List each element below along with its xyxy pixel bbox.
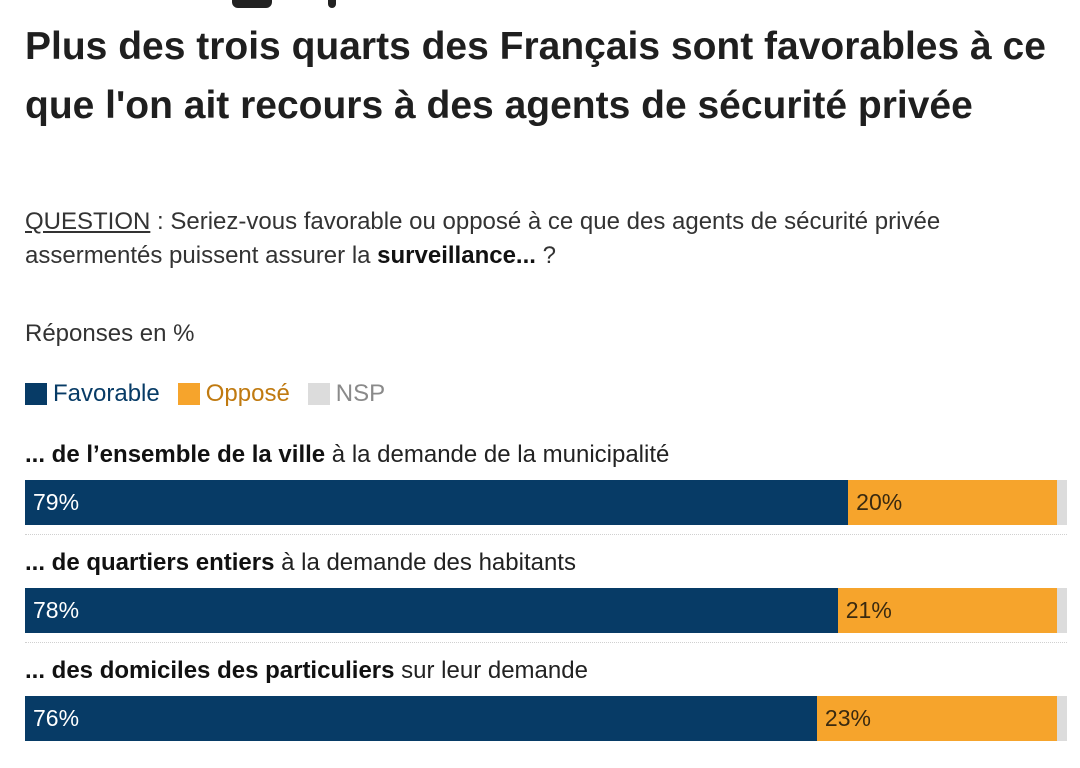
legend-swatch (25, 383, 47, 405)
bar-segment-oppose: 21% (837, 588, 1057, 633)
data-label: 20% (856, 489, 903, 515)
legend-item-favorable: Favorable (25, 380, 160, 408)
bar-row: 76% 23% (25, 696, 1067, 741)
unit-label: Réponses en % (25, 320, 195, 347)
bar-segment-favorable: 79% (25, 480, 849, 525)
data-label: 21% (845, 597, 892, 623)
legend-label: NSP (335, 380, 386, 407)
data-label: 76% (33, 705, 80, 731)
data-label: 23% (824, 705, 871, 731)
row-separator (25, 642, 1067, 643)
bar-row: 78% 21% (25, 588, 1067, 633)
category-label-bold: ... des domiciles des particuliers (25, 657, 395, 684)
bar-segment-favorable: 76% (25, 696, 817, 741)
row-separator (25, 534, 1067, 535)
cropped-header-fragment (0, 0, 1080, 12)
question-emphasis: surveillance... (377, 242, 536, 269)
bar-segment-nsp (1056, 696, 1067, 741)
category-label-bold: ... de l’ensemble de la ville (25, 441, 326, 468)
bar-segment-nsp (1056, 480, 1067, 525)
category-label: ... des domiciles des particuliers sur l… (25, 656, 588, 686)
legend: Favorable Opposé NSP (25, 380, 403, 408)
cropped-glyph (232, 0, 272, 8)
bar-segment-oppose: 23% (816, 696, 1057, 741)
category-label-rest: à la demande de la municipalité (325, 441, 670, 468)
bar-segment-nsp (1056, 588, 1067, 633)
question-body: : Seriez-vous favorable ou opposé à ce q… (25, 208, 941, 269)
legend-label: Favorable (53, 380, 160, 407)
legend-swatch (177, 383, 200, 405)
category-label: ... de quartiers entiers à la demande de… (25, 548, 576, 578)
data-label: 79% (33, 489, 80, 515)
category-label-rest: à la demande des habitants (274, 549, 576, 576)
chart-title: Plus des trois quarts des Français sont … (25, 25, 1046, 127)
legend-item-oppose: Opposé (177, 380, 290, 408)
bar-segment-oppose: 20% (848, 480, 1057, 525)
question-end: ? (535, 242, 556, 269)
category-label-bold: ... de quartiers entiers (25, 549, 275, 576)
category-label: ... de l’ensemble de la ville à la deman… (25, 440, 669, 470)
bar-segment-favorable: 78% (25, 588, 838, 633)
bar-row: 79% 20% (25, 480, 1067, 525)
question-text: QUESTION : Seriez-vous favorable ou oppo… (25, 205, 1055, 273)
legend-label: Opposé (205, 380, 290, 407)
cropped-glyph (328, 0, 336, 8)
legend-swatch (307, 383, 330, 405)
category-label-rest: sur leur demande (394, 657, 588, 684)
data-label: 78% (33, 597, 80, 623)
question-label: QUESTION (25, 208, 151, 235)
legend-item-nsp: NSP (307, 380, 386, 408)
